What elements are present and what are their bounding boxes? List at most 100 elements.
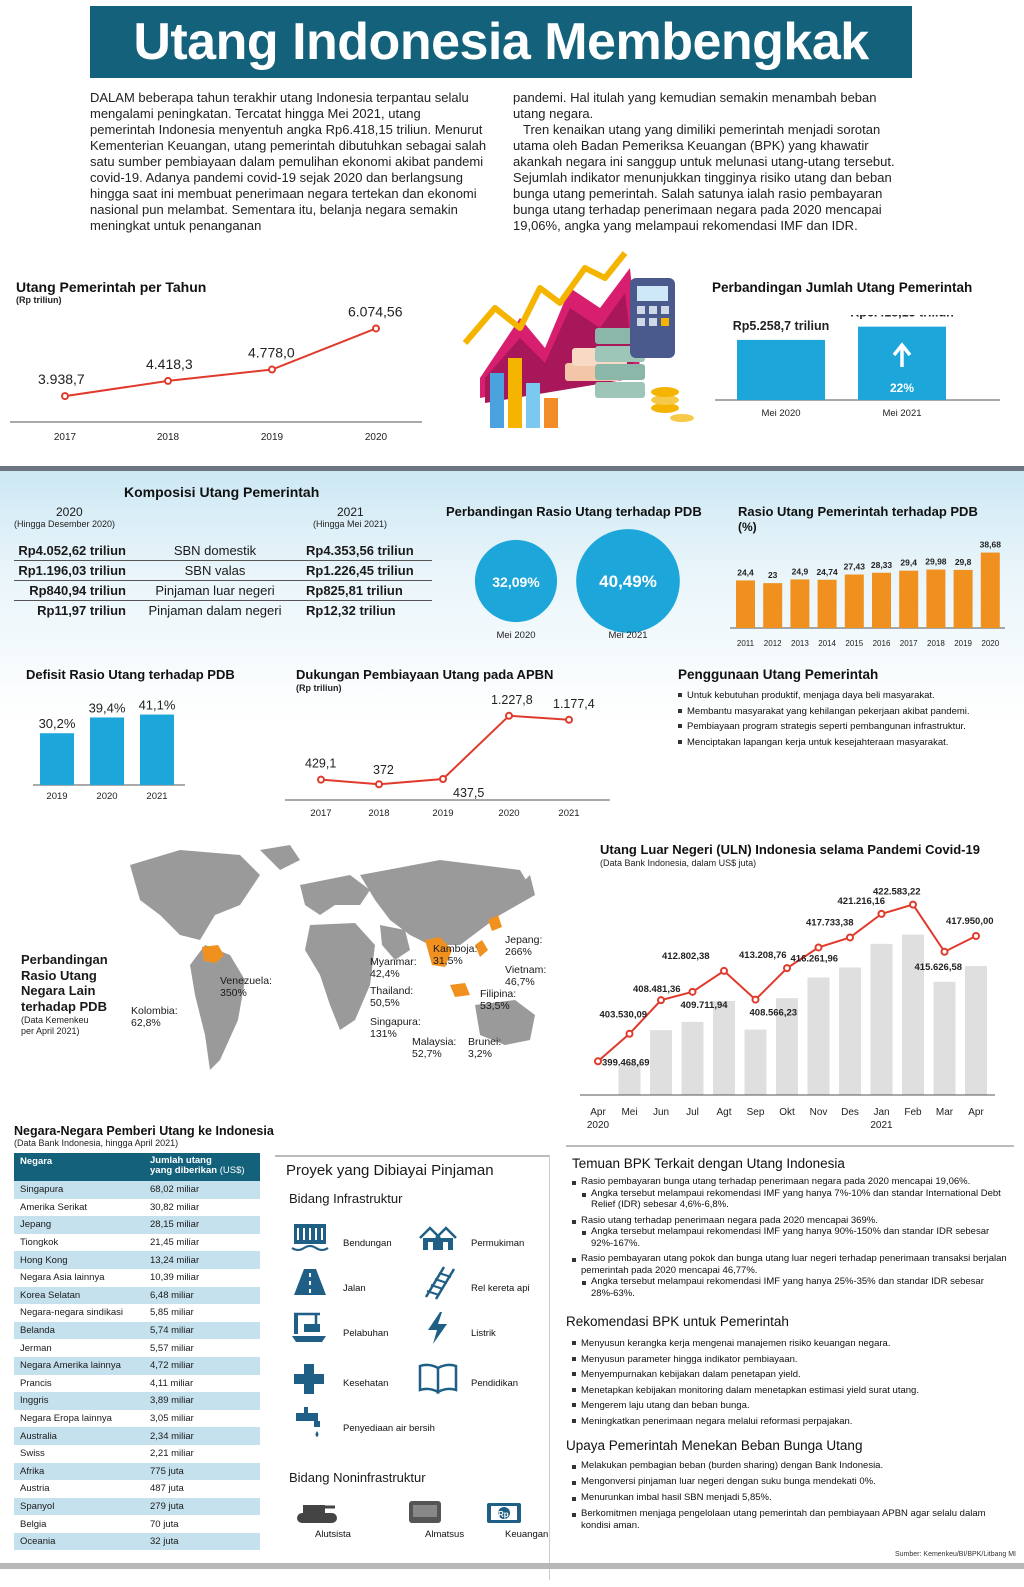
chart-defisit-bars: 30,2% 2019 39,4% 2020 41,1% 2021 <box>33 698 185 802</box>
lender-country: Hong Kong <box>20 1254 68 1266</box>
list-item: Menetapkan kebijakan monitoring dalam me… <box>572 1383 1012 1399</box>
lender-country: Jerman <box>20 1342 52 1354</box>
table-row: Hong Kong 13,24 miliar <box>14 1251 260 1269</box>
komposisi-value-2020: Rp4.052,62 triliun <box>18 543 126 558</box>
data-point <box>164 376 172 385</box>
penggunaan-title: Penggunaan Utang Pemerintah <box>678 667 879 682</box>
data-label: 24,9 <box>792 566 809 576</box>
chart-utang-title: Utang Pemerintah per Tahun <box>16 279 207 295</box>
data-point <box>972 932 980 941</box>
x-tick-label: Des <box>841 1107 859 1118</box>
lender-amount: 32 juta <box>150 1536 179 1548</box>
map-country-label: Singapura: 131% <box>370 1016 421 1040</box>
x-tick-label: Agt <box>716 1107 731 1118</box>
money-icon: Rp <box>487 1503 521 1523</box>
money-badge: Rp <box>498 1510 509 1519</box>
map-country-label: Vietnam: 46,7% <box>505 964 546 988</box>
lender-amount: 2,34 miliar <box>150 1430 194 1442</box>
data-label: 29,98 <box>925 557 947 567</box>
data-label: 417.733,38 <box>806 917 854 928</box>
map-subtitle-line: per April 2021) <box>21 1026 80 1036</box>
x-tick-label: 2020 <box>498 808 519 819</box>
data-label: 429,1 <box>305 757 336 771</box>
chart-uln-line: 399.468,69 Apr 403.530,09 Mei 408.481,36 Jun 4… <box>580 887 995 1131</box>
chart-rasio-title: Rasio Utang Pemerintah terhadap PDB <box>738 504 978 519</box>
data-label: 38,68 <box>980 540 1002 550</box>
lenders-title: Negara-Negara Pemberi Utang ke Indonesia <box>14 1124 274 1138</box>
bar <box>736 580 755 628</box>
proyek-noninfra-title: Bidang Noninfrastruktur <box>289 1470 426 1485</box>
x-tick-label: 2018 <box>368 808 389 819</box>
houses-icon <box>419 1226 457 1250</box>
table-row: Tiongkok 21,45 miliar <box>14 1234 260 1252</box>
komposisi-label: Pinjaman dalam negeri <box>148 603 282 618</box>
x-tick-label: Jul <box>686 1107 699 1118</box>
map-country-label: Filipina: 53,5% <box>480 988 516 1012</box>
data-label: 417.950,00 <box>946 916 994 927</box>
table-row: Singapura 68,02 miliar <box>14 1181 260 1199</box>
x-year-label: 2021 <box>870 1120 893 1131</box>
background-bar <box>807 977 830 1095</box>
x-tick-label: Okt <box>779 1107 795 1118</box>
lender-country: Negara Asia lainnya <box>20 1272 105 1284</box>
data-point <box>565 715 573 724</box>
map-country-name: Kolombia: <box>131 1005 178 1017</box>
bar <box>953 569 973 628</box>
table-row: Belanda 5,74 miliar <box>14 1321 260 1340</box>
table-row: Amerika Serikat 30,82 miliar <box>14 1199 260 1217</box>
lender-country: Spanyol <box>20 1500 55 1512</box>
data-label: 1.177,4 <box>553 697 595 711</box>
lender-amount: 5,57 miliar <box>150 1342 194 1354</box>
section-divider <box>0 466 1024 471</box>
komposisi-value-2021: Rp1.226,45 triliun <box>306 563 414 578</box>
up-arrow-icon <box>892 342 912 367</box>
lender-amount: 4,11 miliar <box>150 1377 194 1389</box>
chart-dukungan-title: Dukungan Pembiayaan Utang pada APBN <box>296 667 554 682</box>
map-title-line: Perbandingan <box>21 952 108 967</box>
data-point <box>372 324 380 333</box>
lenders-head-country: Negara <box>20 1156 53 1167</box>
x-tick-label: Nov <box>810 1107 828 1118</box>
komposisi-row: Rp1.196,03 triliun SBN valas Rp1.226,45 tr… <box>14 561 432 581</box>
data-point <box>317 775 325 784</box>
bar <box>926 569 946 628</box>
lender-country: Belgia <box>20 1518 47 1530</box>
map-country-value: 50,5% <box>370 997 400 1009</box>
list-sub-item: Angka tersebut melampaui rekomendasi IMF… <box>582 1188 1012 1211</box>
background-bar <box>650 1030 672 1095</box>
series-line <box>64 327 377 398</box>
lenders-head-amount-text: yang diberikan <box>150 1165 218 1176</box>
x-year-label: 2020 <box>587 1120 610 1131</box>
bar <box>872 572 891 628</box>
bubble <box>576 529 680 633</box>
x-tick-label: 2021 <box>146 791 167 802</box>
bar <box>844 574 864 628</box>
chart-bubble-title: Perbandingan Rasio Utang terhadap PDB <box>446 504 702 519</box>
lender-amount: 28,15 miliar <box>150 1219 200 1231</box>
rekomendasi-list: Menyusun kerangka kerja mengenai manajem… <box>572 1336 1012 1429</box>
background-bar <box>713 1000 735 1095</box>
map-title-line: Negara Lain <box>21 983 96 998</box>
map-country-name: Vietnam: <box>505 964 547 976</box>
komposisi-title: Komposisi Utang Pemerintah <box>124 484 320 500</box>
data-label: 408.566,23 <box>750 1008 798 1019</box>
data-label: 40,49% <box>599 572 657 591</box>
project-label: Penyediaan air bersih <box>343 1423 435 1434</box>
lender-amount: 5,74 miliar <box>150 1325 194 1337</box>
footer-bar <box>0 1563 1024 1569</box>
lender-country: Amerika Serikat <box>20 1201 88 1213</box>
book-icon <box>418 1363 458 1395</box>
lender-country: Negara Amerika lainnya <box>20 1360 121 1372</box>
table-row: Jerman 5,57 miliar <box>14 1339 260 1357</box>
lender-country: Singapura <box>20 1184 64 1196</box>
data-point <box>61 392 69 401</box>
map-title-line: Rasio Utang <box>21 967 97 983</box>
x-tick-label: 2019 <box>261 432 284 443</box>
x-tick-label: 2020 <box>96 791 117 802</box>
page-title: Utang Indonesia Membengkak <box>90 6 912 78</box>
chart-uln-title: Utang Luar Negeri (ULN) Indonesia selama… <box>600 842 980 857</box>
x-tick-label: 2014 <box>818 639 836 648</box>
x-tick-label: Mei 2021 <box>882 408 921 419</box>
data-point <box>814 943 823 952</box>
data-label: 39,4% <box>89 700 126 715</box>
